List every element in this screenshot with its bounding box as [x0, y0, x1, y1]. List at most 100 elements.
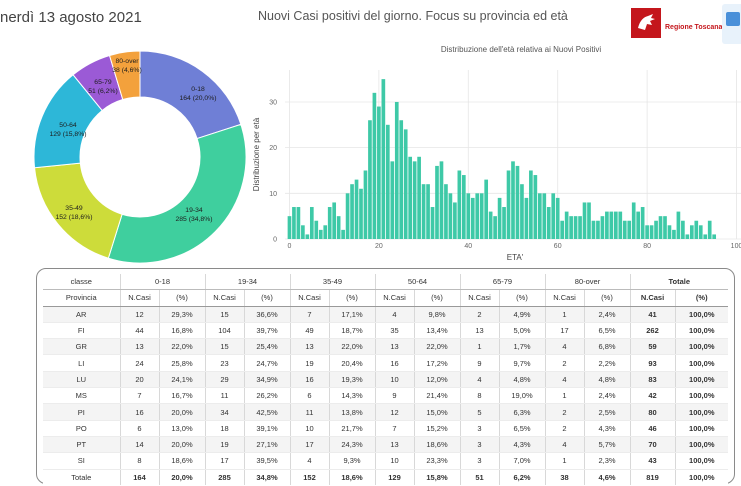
- table-cell: 20: [120, 371, 160, 389]
- total-cell: 51: [460, 468, 500, 485]
- table-cell: 6,5%: [499, 420, 546, 437]
- table-cell: 2: [545, 354, 585, 372]
- table-cell: 2,2%: [584, 354, 631, 372]
- column-header-50-64: 50-64: [375, 274, 461, 291]
- province-cell: MS: [43, 387, 121, 405]
- column-header-ncasi: N.Casi: [205, 289, 245, 307]
- donut-label-0-18: 164 (20,0%): [179, 95, 216, 102]
- histogram-bar: [587, 202, 591, 239]
- histogram-bar: [676, 211, 681, 239]
- table-cell: 9,7%: [499, 354, 546, 372]
- table-cell: 83: [630, 371, 676, 389]
- table-row: PT 14 20,0% 19 27,1% 17 24,3% 13 18,6% 3 4,3% 4 5,7%…: [43, 436, 729, 454]
- table-cell: 42: [630, 387, 676, 405]
- histogram-bar: [417, 156, 421, 239]
- table-cell: 21,4%: [414, 387, 461, 405]
- histogram-bar: [506, 170, 511, 239]
- histogram-bar: [681, 220, 685, 239]
- table-cell: 12: [120, 306, 160, 323]
- table-row: AR 12 29,3% 15 36,6% 7 17,1% 4 9,8% 2 4,9% 1 2,4% 41 1…: [43, 306, 729, 323]
- histogram-bar: [435, 165, 439, 239]
- table-cell: 100,0%: [675, 322, 729, 340]
- province-cell: GR: [43, 338, 121, 356]
- table-cell: 24,1%: [159, 371, 206, 389]
- histogram-title: Distribuzione dell'età relativa ai Nuovi…: [441, 45, 601, 54]
- column-header-80-over: 80-over: [545, 274, 631, 291]
- table-cell: 100,0%: [675, 354, 729, 372]
- table-cell: 4: [545, 371, 585, 389]
- table-cell: 3: [460, 436, 500, 454]
- donut-label-65-79: 51 (6,2%): [88, 88, 117, 95]
- column-header-0-18: 0-18: [120, 274, 206, 291]
- table-cell: 5: [460, 403, 500, 421]
- table-cell: 1: [545, 306, 585, 323]
- column-header-ncasi: N.Casi: [120, 289, 160, 307]
- table-cell: 16: [290, 371, 330, 389]
- table-cell: 6: [290, 387, 330, 405]
- histogram-bar: [394, 101, 399, 239]
- table-cell: 22,0%: [159, 338, 206, 356]
- table-cell: 100,0%: [675, 403, 729, 421]
- column-header-ncasi: N.Casi: [545, 289, 585, 307]
- histogram-bar: [551, 193, 556, 239]
- table-cell: 36,6%: [244, 306, 291, 323]
- table-cell: 6,5%: [584, 322, 631, 340]
- histogram-bar: [399, 120, 404, 239]
- table-cell: 13: [120, 338, 160, 356]
- table-cell: 4,8%: [499, 371, 546, 389]
- table-cell: 262: [630, 322, 676, 340]
- x-tick-label: 60: [554, 243, 562, 250]
- table-cell: 15: [205, 338, 245, 356]
- table-cell: 10: [375, 452, 415, 470]
- donut-label-35-49: 152 (18,6%): [55, 214, 92, 221]
- table-cell: 18,6%: [159, 452, 206, 470]
- province-cell: SI: [43, 452, 121, 470]
- histogram-bar: [654, 220, 658, 239]
- table-cell: 7: [290, 306, 330, 323]
- table-cell: 4,3%: [499, 436, 546, 454]
- province-cell: PO: [43, 420, 121, 437]
- table-cell: 34: [205, 403, 245, 421]
- table-cell: 26,2%: [244, 387, 291, 405]
- table-cell: 11: [290, 403, 330, 421]
- x-tick-label: 20: [375, 243, 383, 250]
- table-cell: 2,4%: [584, 306, 631, 323]
- histogram-bar: [524, 197, 529, 239]
- table-cell: 5,0%: [499, 322, 546, 340]
- table-cell: 7: [120, 387, 160, 405]
- table-cell: 100,0%: [675, 371, 729, 389]
- table-cell: 1: [545, 452, 585, 470]
- pegasus-icon: [638, 14, 655, 30]
- table-cell: 1: [545, 387, 585, 405]
- histogram-bar: [560, 220, 565, 239]
- total-cell: 34,8%: [244, 468, 291, 485]
- table-cell: 100,0%: [675, 338, 729, 356]
- table-cell: 22,0%: [414, 338, 461, 356]
- column-header-ncasi: N.Casi: [375, 289, 415, 307]
- column-header-provincia: Provincia: [43, 289, 121, 307]
- province-cell: LU: [43, 371, 121, 389]
- table-cell: 44: [120, 322, 160, 340]
- total-cell: 164: [120, 468, 160, 485]
- histogram-bar: [672, 229, 676, 239]
- table-cell: 29: [205, 371, 245, 389]
- table-cell: 9: [460, 354, 500, 372]
- regione-toscana-logo: [631, 8, 661, 38]
- histogram-bar: [381, 79, 386, 239]
- table-cell: 19,0%: [499, 387, 546, 405]
- table-cell: 80: [630, 403, 676, 421]
- table-cell: 100,0%: [675, 452, 729, 470]
- logo-text: Regione Toscana: [665, 24, 723, 31]
- table-cell: 18,7%: [329, 322, 376, 340]
- histogram-bar: [385, 124, 390, 239]
- table-cell: 21,7%: [329, 420, 376, 437]
- sub-header-row: Provincia N.Casi (%) N.Casi (%) N.Casi (%) N.Ca…: [43, 289, 729, 307]
- group-header-row: classe 0-18 19-34 35-49 50-64 65-79 80-over Tot…: [43, 274, 729, 291]
- table-cell: 4: [545, 338, 585, 356]
- histogram-bar: [622, 220, 627, 239]
- histogram-bar: [533, 175, 538, 239]
- histogram-bar: [457, 170, 462, 239]
- histogram-bar: [515, 165, 520, 239]
- total-label: Totale: [43, 468, 121, 485]
- table-cell: 19: [290, 354, 330, 372]
